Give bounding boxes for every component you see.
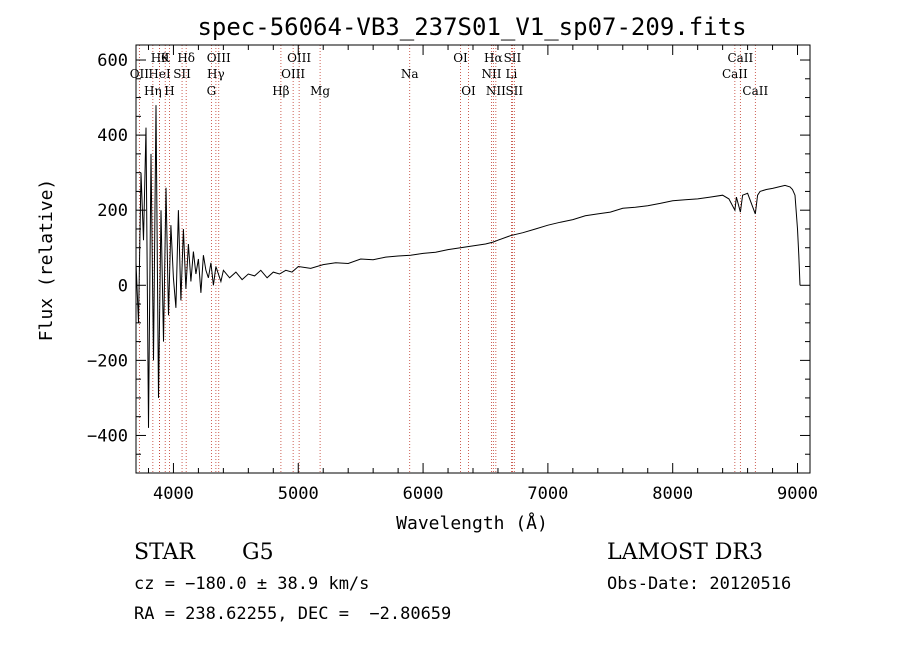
spectral-line-label: K — [161, 51, 171, 65]
x-tick-label: 5000 — [278, 484, 319, 504]
y-tick-label: −200 — [87, 351, 128, 371]
spectral-line-labels: OΙΙ Hη Hθ HeΙ K H SΙΙ Hδ G Hγ OΙΙΙ Hβ OΙΙΙ OΙΙΙ Mg Na OΙ… — [130, 51, 769, 98]
y-axis-label: Flux (relative) — [36, 179, 57, 342]
spectral-line-label: H — [164, 84, 174, 98]
spectral-line-label: SΙΙ — [504, 51, 522, 65]
coordinates: RA = 238.62255, DEC = −2.80659 — [134, 604, 451, 624]
y-tick-label: 600 — [97, 51, 128, 71]
spectral-line-label: HeΙ — [148, 67, 171, 81]
spectral-line-label: Li — [506, 67, 518, 81]
spectral-line-label: OΙ — [453, 51, 468, 65]
x-tick-label: 8000 — [652, 484, 693, 504]
spectral-line-label: SΙΙ — [505, 84, 523, 98]
x-tick-label: 7000 — [527, 484, 568, 504]
x-tick-label: 6000 — [403, 484, 444, 504]
spectral-line-label: OΙΙ — [130, 67, 150, 81]
spectral-line-label: CaΙΙ — [727, 51, 753, 65]
spectral-line-label: Hα — [484, 51, 503, 65]
spectral-line-label: G — [207, 84, 217, 98]
obs-date: Obs-Date: 20120516 — [607, 574, 791, 594]
spectral-line-label: Hβ — [272, 84, 289, 98]
survey-name: LAMOST DR3 — [607, 540, 763, 565]
y-tick-label: 200 — [97, 201, 128, 221]
spectral-line-label: CaΙΙ — [742, 84, 768, 98]
spectral-line-label: NΙΙ — [486, 84, 506, 98]
spectral-line-label: Hδ — [177, 51, 195, 65]
spectral-line-label: CaΙΙ — [722, 67, 748, 81]
plot-frame — [135, 44, 811, 474]
x-axis-label: Wavelength (Å) — [396, 512, 548, 534]
flux-series-line — [135, 105, 801, 428]
x-tick-label: 9000 — [777, 484, 818, 504]
x-axis: 4000 5000 6000 7000 8000 9000 — [147, 45, 818, 504]
spectral-line-label: Hη — [144, 84, 162, 98]
spectral-line-label: Na — [401, 67, 419, 81]
spectral-line-label: Mg — [310, 84, 330, 98]
spectral-line-label: OΙΙΙ — [287, 51, 311, 65]
y-tick-label: 0 — [118, 276, 128, 296]
x-tick-label: 4000 — [153, 484, 194, 504]
spectral-line-label: NΙΙ — [481, 67, 501, 81]
spectral-line-markers — [138, 45, 756, 473]
spectral-line-label: SΙΙ — [173, 67, 191, 81]
spectral-line-label: Hθ — [151, 51, 169, 65]
chart-title: spec-56064-VB3_237S01_V1_sp07-209.fits — [197, 13, 746, 41]
redshift-info: cz = −180.0 ± 38.9 km/s — [134, 574, 369, 594]
y-tick-label: 400 — [97, 126, 128, 146]
y-tick-label: −400 — [87, 426, 128, 446]
y-axis: −400 −200 0 200 400 600 — [87, 51, 810, 474]
object-subclass: G5 — [242, 540, 274, 565]
object-class: STAR — [134, 540, 196, 565]
spectral-line-label: OΙΙΙ — [281, 67, 305, 81]
spectral-line-label: Hγ — [207, 67, 225, 81]
spectral-line-label: OΙΙΙ — [207, 51, 231, 65]
spectral-line-label: OΙ — [461, 84, 476, 98]
